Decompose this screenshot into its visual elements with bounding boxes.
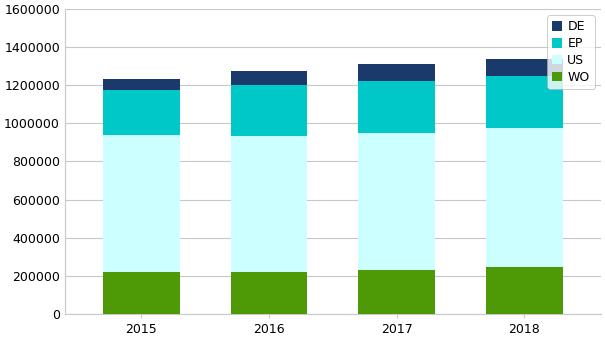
- Bar: [231, 71, 307, 85]
- Legend: DE, EP, US, WO: DE, EP, US, WO: [548, 15, 595, 89]
- Bar: [103, 272, 180, 314]
- Bar: [103, 135, 180, 272]
- Bar: [231, 136, 307, 272]
- Bar: [486, 267, 563, 314]
- Bar: [103, 90, 180, 135]
- Bar: [358, 270, 435, 314]
- Bar: [231, 85, 307, 136]
- Bar: [103, 79, 180, 90]
- Bar: [486, 59, 563, 76]
- Bar: [358, 133, 435, 270]
- Bar: [358, 64, 435, 81]
- Bar: [358, 81, 435, 133]
- Bar: [486, 76, 563, 128]
- Bar: [231, 272, 307, 314]
- Bar: [486, 128, 563, 267]
